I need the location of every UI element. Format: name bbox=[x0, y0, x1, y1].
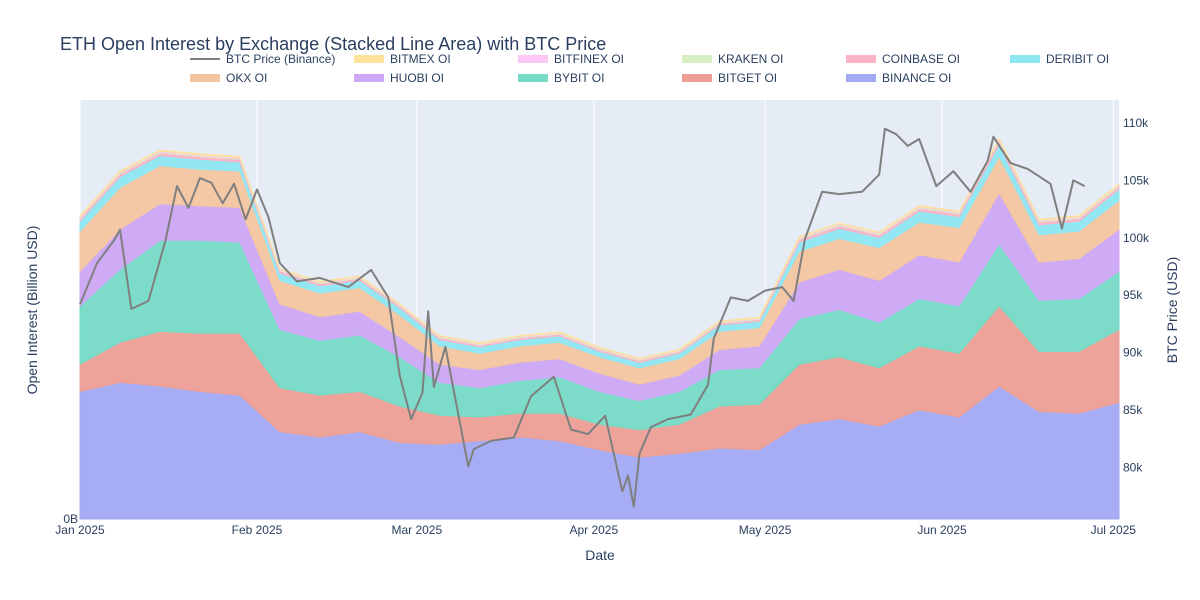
legend-swatch bbox=[682, 74, 712, 82]
legend-label: BYBIT OI bbox=[554, 71, 604, 85]
legend-item-bitget-oi[interactable]: BITGET OI bbox=[682, 71, 777, 85]
y2-tick-label: 90k bbox=[1123, 346, 1143, 360]
legend-swatch bbox=[846, 55, 876, 63]
y-tick-label: 0B bbox=[63, 512, 78, 526]
legend-label: OKX OI bbox=[226, 71, 267, 85]
legend-label: KRAKEN OI bbox=[718, 52, 783, 66]
stacked-areas bbox=[79, 137, 1120, 520]
y2-tick-label: 80k bbox=[1123, 460, 1143, 474]
x-tick-label: Jul 2025 bbox=[1091, 523, 1137, 537]
legend: BTC Price (Binance) BITMEX OI BITFINEX OI K… bbox=[190, 52, 1109, 85]
legend-item-btc-price-binance-[interactable]: BTC Price (Binance) bbox=[190, 52, 335, 66]
y2-tick-label: 105k bbox=[1123, 173, 1150, 187]
legend-swatch bbox=[354, 74, 384, 82]
legend-swatch bbox=[846, 74, 876, 82]
x-tick-label: May 2025 bbox=[739, 523, 792, 537]
legend-label: BITMEX OI bbox=[390, 52, 451, 66]
y2-axis-ticks: 80k 85k 90k 95k 100k 105k 110k bbox=[1123, 116, 1150, 474]
legend-item-coinbase-oi[interactable]: COINBASE OI bbox=[846, 52, 960, 66]
y-axis-ticks: 0B5B10B15B20B bbox=[63, 512, 78, 526]
legend-label: BTC Price (Binance) bbox=[226, 52, 335, 66]
chart-title: ETH Open Interest by Exchange (Stacked L… bbox=[60, 34, 606, 54]
legend-label: BITGET OI bbox=[718, 71, 777, 85]
x-axis-title: Date bbox=[585, 547, 615, 563]
legend-label: COINBASE OI bbox=[882, 52, 960, 66]
legend-label: DERIBIT OI bbox=[1046, 52, 1109, 66]
legend-item-deribit-oi[interactable]: DERIBIT OI bbox=[1010, 52, 1109, 66]
legend-item-okx-oi[interactable]: OKX OI bbox=[190, 71, 267, 85]
y-axis-title: Open Interest (Billion USD) bbox=[24, 226, 40, 395]
y2-tick-label: 100k bbox=[1123, 231, 1150, 245]
area-bitmex-oi bbox=[79, 137, 1120, 360]
btc-price-line bbox=[79, 127, 1086, 508]
legend-item-bitfinex-oi[interactable]: BITFINEX OI bbox=[518, 52, 624, 66]
btc-price-line-group bbox=[79, 127, 1086, 508]
legend-item-kraken-oi[interactable]: KRAKEN OI bbox=[682, 52, 783, 66]
x-tick-label: Jun 2025 bbox=[917, 523, 967, 537]
legend-swatch bbox=[682, 55, 712, 63]
legend-label: BITFINEX OI bbox=[554, 52, 624, 66]
legend-swatch bbox=[1010, 55, 1040, 63]
legend-item-bitmex-oi[interactable]: BITMEX OI bbox=[354, 52, 451, 66]
y2-axis-title: BTC Price (USD) bbox=[1164, 257, 1180, 364]
legend-swatch bbox=[518, 74, 548, 82]
y2-tick-label: 110k bbox=[1123, 116, 1149, 130]
x-tick-label: Jan 2025 bbox=[55, 523, 105, 537]
legend-item-huobi-oi[interactable]: HUOBI OI bbox=[354, 71, 444, 85]
y2-tick-label: 95k bbox=[1123, 288, 1143, 302]
legend-item-bybit-oi[interactable]: BYBIT OI bbox=[518, 71, 604, 85]
legend-swatch bbox=[518, 55, 548, 63]
legend-label: HUOBI OI bbox=[390, 71, 444, 85]
legend-label: BINANCE OI bbox=[882, 71, 951, 85]
legend-swatch bbox=[190, 74, 220, 82]
x-tick-label: Apr 2025 bbox=[569, 523, 618, 537]
y2-tick-label: 85k bbox=[1123, 403, 1143, 417]
x-axis-ticks: Jan 2025 Feb 2025 Mar 2025 Apr 2025 May 2025… bbox=[55, 523, 1136, 537]
x-tick-label: Feb 2025 bbox=[232, 523, 283, 537]
legend-swatch bbox=[354, 55, 384, 63]
x-tick-label: Mar 2025 bbox=[391, 523, 442, 537]
legend-item-binance-oi[interactable]: BINANCE OI bbox=[846, 71, 951, 85]
